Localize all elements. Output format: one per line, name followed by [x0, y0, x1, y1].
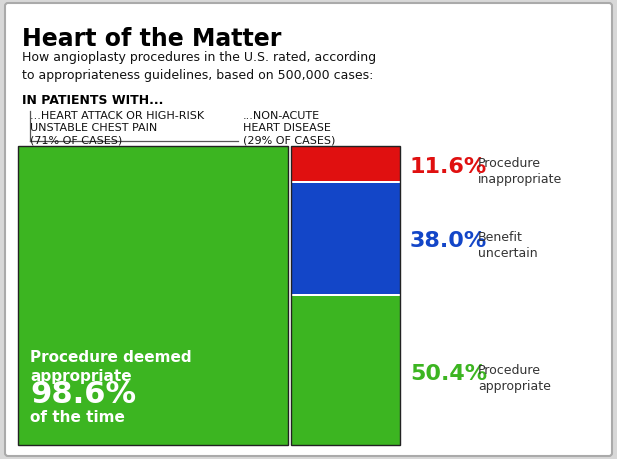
Bar: [291, 297, 400, 445]
Text: 50.4%: 50.4%: [410, 364, 487, 384]
Text: Heart of the Matter: Heart of the Matter: [22, 27, 281, 51]
Text: ...NON-ACUTE
HEART DISEASE
(29% OF CASES): ...NON-ACUTE HEART DISEASE (29% OF CASES…: [243, 111, 336, 146]
Text: IN PATIENTS WITH...: IN PATIENTS WITH...: [22, 94, 164, 107]
Bar: [291, 146, 400, 181]
Text: ...HEART ATTACK OR HIGH-RISK
UNSTABLE CHEST PAIN
(71% OF CASES): ...HEART ATTACK OR HIGH-RISK UNSTABLE CH…: [30, 111, 204, 146]
Text: Procedure deemed
appropriate: Procedure deemed appropriate: [30, 350, 192, 384]
Bar: [18, 146, 288, 445]
Bar: [291, 146, 400, 445]
Bar: [18, 146, 288, 445]
Bar: [291, 183, 400, 294]
Text: of the time: of the time: [30, 410, 125, 425]
FancyBboxPatch shape: [5, 3, 612, 456]
Text: 98.6%: 98.6%: [30, 380, 136, 409]
Text: How angioplasty procedures in the U.S. rated, according
to appropriateness guide: How angioplasty procedures in the U.S. r…: [22, 51, 376, 82]
Text: Procedure
appropriate: Procedure appropriate: [478, 364, 551, 392]
Text: Procedure
inappropriate: Procedure inappropriate: [478, 157, 562, 186]
Text: 11.6%: 11.6%: [410, 157, 487, 177]
Text: Benefit
uncertain: Benefit uncertain: [478, 231, 537, 261]
Text: 38.0%: 38.0%: [410, 231, 487, 252]
